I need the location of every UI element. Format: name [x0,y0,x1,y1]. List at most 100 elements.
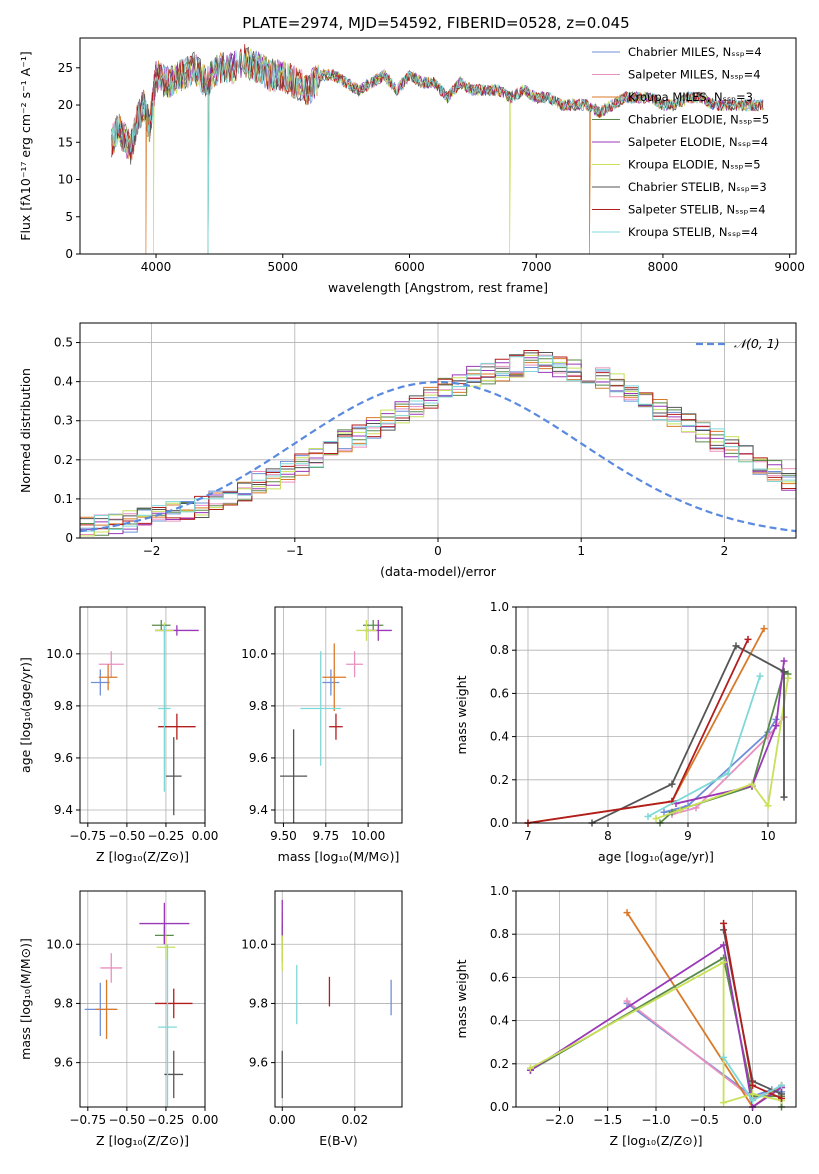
y-tick-label: 0.0 [490,816,509,830]
x-tick-label: −1 [286,544,304,558]
y-tick-label: 0.2 [490,1057,509,1071]
y-tick-label: 0.2 [54,453,73,467]
x-tick-label: −2.0 [545,1113,574,1127]
y-axis-label: mass weight [454,675,469,754]
y-tick-label: 10.0 [46,647,73,661]
y-tick-label: 9.6 [249,1056,268,1070]
y-tick-label: 9.4 [249,803,268,817]
x-tick-label: 8 [604,829,612,843]
y-tick-label: 10 [58,173,73,187]
y-tick-label: 9.6 [54,751,73,765]
x-tick-label: 2 [721,544,729,558]
y-tick-label: 9.4 [54,803,73,817]
weight-series-line [648,676,760,816]
y-tick-label: 25 [58,61,73,75]
y-tick-label: 0.4 [490,730,509,744]
chart-age_vs_Z: −0.75 −0.50 −0.25 0.009.49.69.810.0Z [log₁₀… [18,607,218,864]
y-axis-label: mass weight [454,959,469,1038]
x-tick-label: 9 [684,829,692,843]
y-tick-label: 0.6 [490,970,509,984]
x-tick-label: 6000 [394,260,425,274]
x-tick-label: −0.25 [148,1113,185,1127]
x-tick-label: 4000 [141,260,172,274]
legend-entry: Kroupa ELODIE, Nₛₛₚ=5 [628,158,761,172]
y-tick-label: 0.8 [490,927,509,941]
x-tick-label: −0.75 [69,1113,106,1127]
x-tick-label: 0.0 [743,1113,762,1127]
y-tick-label: 0.5 [54,336,73,350]
weight-point-marker [720,920,727,927]
y-tick-label: 0.4 [490,1014,509,1028]
weight-point-marker [781,658,788,665]
y-axis-label: Normed distribution [18,368,33,493]
x-axis-label: Z [log₁₀(Z/Z⊙)] [610,1133,703,1148]
y-tick-label: 0.2 [490,773,509,787]
x-tick-label: 10 [760,829,775,843]
y-tick-label: 15 [58,135,73,149]
x-axis-label: age [log₁₀(age/yr)] [598,849,714,864]
y-tick-label: 9.6 [249,751,268,765]
x-tick-label: −0.50 [108,1113,145,1127]
x-tick-label: 7 [524,829,532,843]
x-tick-label: 9.50 [270,829,297,843]
y-tick-label: 1.0 [490,600,509,614]
weight-point-marker [781,794,788,801]
x-tick-label: 0.00 [192,829,219,843]
x-tick-label: 10.00 [351,829,385,843]
y-tick-label: 10.0 [241,937,268,951]
chart-mass_vs_EBV: 0.00 0.02 9.6 9.8 10.0 E(B-V) [241,891,402,1148]
chart-weight_vs_Z: −2.0 −1.5 −1.0 −0.5 0.0 0.0 0.2 0.4 0.6 0.8 1.0 Z [… [454,884,796,1148]
y-tick-label: 9.8 [249,699,268,713]
legend-entry: Salpeter MILES, Nₛₛₚ=4 [628,68,761,82]
y-axis-label: Flux [fλ10⁻¹⁷ erg cm⁻² s⁻¹ A⁻¹] [18,51,33,240]
chart-mass_vs_Z: −0.75 −0.50 −0.25 0.009.69.810.0Z [log₁₀(Z/… [18,891,218,1148]
legend-entry: Chabrier MILES, Nₛₛₚ=4 [628,45,762,59]
x-tick-label: 0.00 [269,1113,296,1127]
x-tick-label: 7000 [521,260,552,274]
weight-point-marker [733,642,740,649]
weight-point-marker [720,1099,727,1106]
y-tick-label: 5 [65,210,73,224]
weight-point-marker [645,813,652,820]
y-tick-label: 0.0 [490,1100,509,1114]
x-tick-label: −0.25 [148,829,185,843]
x-tick-label: 0.00 [192,1113,219,1127]
y-tick-label: 0 [65,247,73,261]
chart-age_vs_mass: 9.50 9.75 10.00 9.4 9.6 9.8 10.0 mass [log₁₀(M/… [241,607,402,864]
y-tick-label: 0.8 [490,643,509,657]
y-tick-label: 0 [65,531,73,545]
x-axis-label: (data-model)/error [380,564,497,579]
x-tick-label: −1.5 [593,1113,622,1127]
chart-residuals: −2 −1 0 1 2 0 0.1 0.2 0.3 0.4 0.5 (data-model)/erro… [18,323,796,579]
figure-title: PLATE=2974, MJD=54592, FIBERID=0528, z=0… [242,14,629,32]
y-tick-label: 9.8 [249,996,268,1010]
legend-entry: Chabrier ELODIE, Nₛₛₚ=5 [628,113,769,127]
x-tick-label: −0.50 [108,829,145,843]
legend-entry: 𝒩(0, 1) [734,336,780,351]
plot-frame [275,891,402,1107]
x-tick-label: 5000 [267,260,298,274]
x-axis-label: Z [log₁₀(Z/Z⊙)] [96,1133,189,1148]
x-axis-label: E(B-V) [319,1133,358,1148]
weight-point-marker [761,625,768,632]
y-tick-label: 10.0 [46,937,73,951]
x-tick-label: −2 [143,544,161,558]
y-tick-label: 0.1 [54,492,73,506]
plot-frame [516,607,796,823]
x-tick-label: 0.02 [341,1113,368,1127]
x-tick-label: −0.5 [690,1113,719,1127]
y-tick-label: 20 [58,98,73,112]
x-axis-label: wavelength [Angstrom, rest frame] [328,280,548,295]
legend-entry: Chabrier STELIB, Nₛₛₚ=3 [628,180,767,194]
legend-entry: Kroupa MILES, Nₛₛₚ=3 [628,90,753,104]
figure: PLATE=2974, MJD=54592, FIBERID=0528, z=0… [0,0,819,1170]
x-tick-label: 1 [577,544,585,558]
x-axis-label: mass [log₁₀(M/M⊙)] [278,849,400,864]
x-tick-label: −0.75 [69,829,106,843]
x-tick-label: 9000 [774,260,805,274]
y-tick-label: 9.8 [54,699,73,713]
x-tick-label: 9.75 [312,829,339,843]
x-tick-label: 0 [434,544,442,558]
legend-entry: Kroupa STELIB, Nₛₛₚ=4 [628,225,758,239]
plot-frame [80,607,205,823]
